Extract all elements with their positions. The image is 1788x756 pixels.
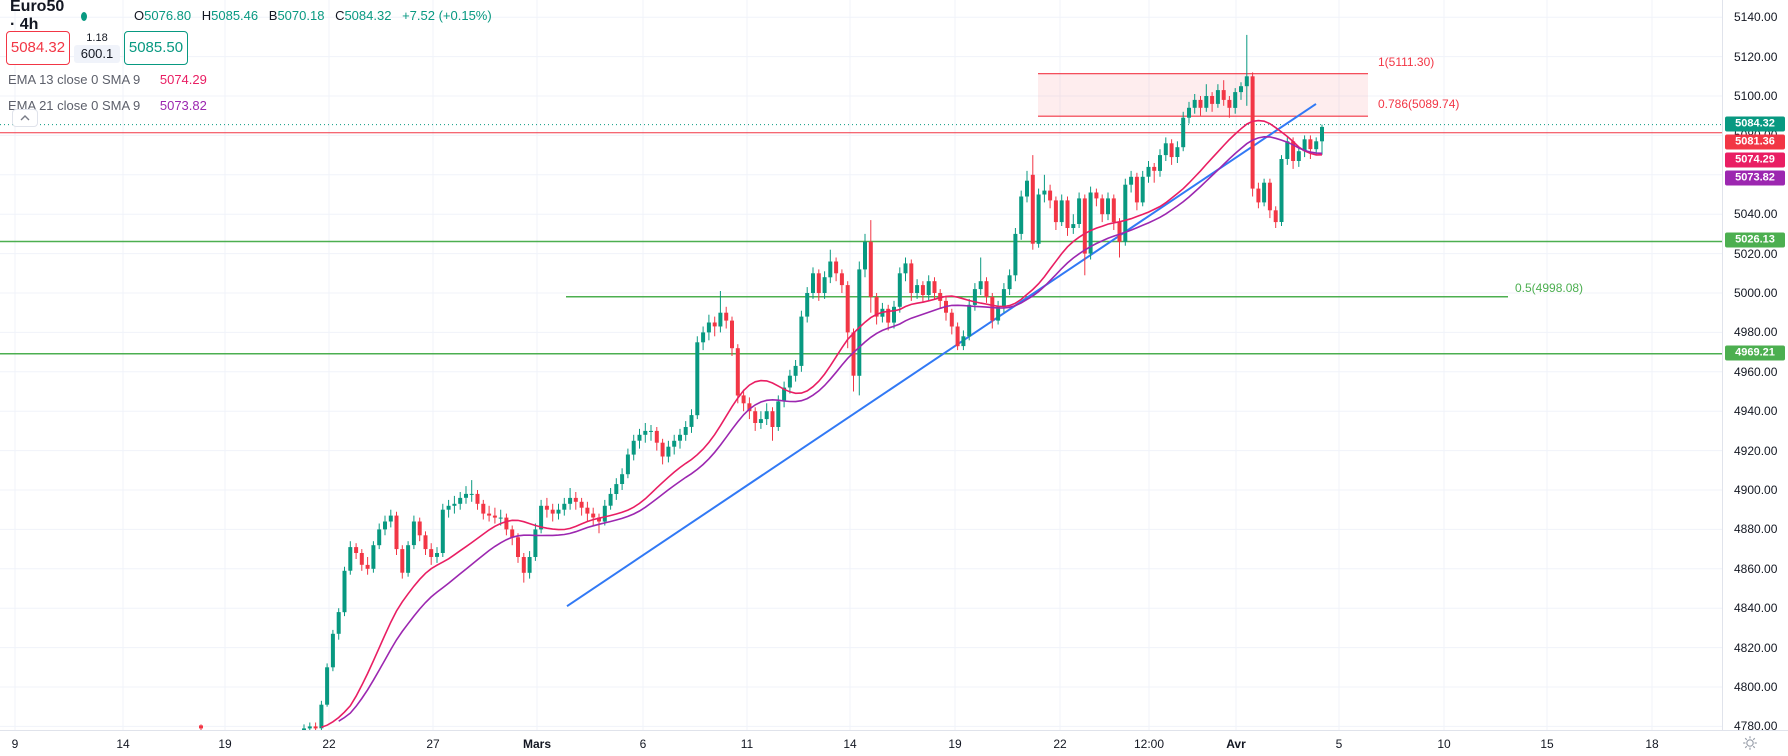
time-tick-label: 22 [1053,737,1067,751]
price-tick-label: 5020.00 [1734,246,1778,261]
time-tick-label: 27 [426,737,440,751]
buy-button[interactable]: 5085.50 [124,31,188,65]
ema13-line[interactable] [321,119,1323,729]
volume-value: 600.1 [74,45,120,63]
time-axis[interactable]: 9 14 19 22 27 Mars 6 11 14 19 22 12:00 Avr 5 10 15 18 [0,730,1788,756]
fib-level-label: 0.5(4998.08) [1515,281,1584,295]
price-tick-label: 4800.00 [1734,680,1778,694]
fib-zone[interactable] [1038,73,1368,117]
candles-layer [199,34,1324,730]
price-tag: 5081.36 [1725,134,1785,150]
time-tick-label: 19 [948,737,962,751]
high-label: H [201,8,212,23]
close-value: 5084.32 [344,8,392,23]
gear-icon [1743,736,1757,750]
price-tick-label: 4820.00 [1734,640,1778,655]
symbol-title[interactable]: Euro50 · 4h [10,0,65,33]
price-tick-label: 4900.00 [1734,483,1778,497]
low-value: 5070.18 [277,8,325,23]
price-tag: 5026.13 [1725,232,1785,248]
time-tick-label: 10 [1437,737,1451,751]
price-tick-label: 4860.00 [1734,561,1778,576]
time-tick-label: 22 [322,737,336,751]
price-tick-label: 4940.00 [1734,404,1778,419]
price-tick-label: 5040.00 [1734,207,1778,222]
price-tick-label: 4960.00 [1734,364,1778,379]
change-value: +7.52 (+0.15%) [402,8,492,23]
time-tick-label: 14 [843,737,857,751]
time-tick-label: 15 [1540,737,1554,751]
price-tag: 4969.21 [1725,345,1785,361]
close-label: C [335,8,345,23]
indicator-value: 5074.29 [159,72,207,87]
price-tick-label: 5120.00 [1734,49,1778,64]
collapse-legend-button[interactable] [12,109,38,127]
time-tick-label: 11 [740,737,754,751]
trendline[interactable] [566,103,1317,608]
time-tick-label: 19 [218,737,232,751]
time-tick-label: Avr [1226,737,1246,751]
indicator-value: 5073.82 [159,98,207,113]
price-tick-label: 4920.00 [1734,443,1778,458]
price-tick-label: 5000.00 [1734,286,1778,300]
open-label: O [134,8,145,23]
high-value: 5085.46 [211,8,259,23]
price-tag: 5084.32 [1725,116,1785,132]
time-tick-label: 12:00 [1133,737,1165,751]
fib-level-label: 0.786(5089.74) [1378,97,1460,111]
price-tick-label: 4880.00 [1734,522,1778,537]
time-tick-label: 5 [1335,737,1343,751]
indicator-name: EMA 21 close 0 SMA 9 [8,98,141,113]
chart-plot-area[interactable] [0,0,1722,730]
time-tick-label: 14 [116,737,130,751]
chevron-up-icon [20,115,30,121]
spread-value: 1.18 [86,32,108,44]
time-tick-label: Mars [522,737,552,751]
symbol-row: Euro50 · 4h [10,0,88,33]
open-value: 5076.80 [144,8,192,23]
time-tick-label: 9 [11,737,19,751]
axis-settings-button[interactable] [1740,733,1760,753]
ohlc-readout: O5076.80 H5085.46 B5070.18 C5084.32 +7.5… [134,8,492,23]
indicator-name: EMA 13 close 0 SMA 9 [8,72,141,87]
market-status-dot-icon [81,11,88,21]
fib-level-label: 1(5111.30) [1378,55,1435,69]
price-tick-label: 5100.00 [1734,89,1778,103]
price-tick-label: 4980.00 [1734,325,1778,340]
price-axis[interactable]: 4780.00 4800.00 4820.00 4840.00 4860.00 4880.… [1722,0,1788,734]
price-tick-label: 4840.00 [1734,601,1778,616]
price-tick-label: 5140.00 [1734,10,1778,25]
ema21-line[interactable] [338,135,1323,722]
grid-layer [0,0,1722,730]
price-tick-label: 4780.00 [1734,719,1778,734]
time-tick-label: 6 [639,737,647,751]
price-tag: 5074.29 [1725,152,1785,168]
price-tag: 5073.82 [1725,170,1785,186]
time-tick-label: 18 [1645,737,1659,751]
indicator-row-ema13[interactable]: EMA 13 close 0 SMA 9 5074.29 [8,72,207,87]
indicator-row-ema21[interactable]: EMA 21 close 0 SMA 9 5073.82 [8,98,207,113]
sell-button[interactable]: 5084.32 [6,31,70,65]
low-label: B [268,8,278,23]
